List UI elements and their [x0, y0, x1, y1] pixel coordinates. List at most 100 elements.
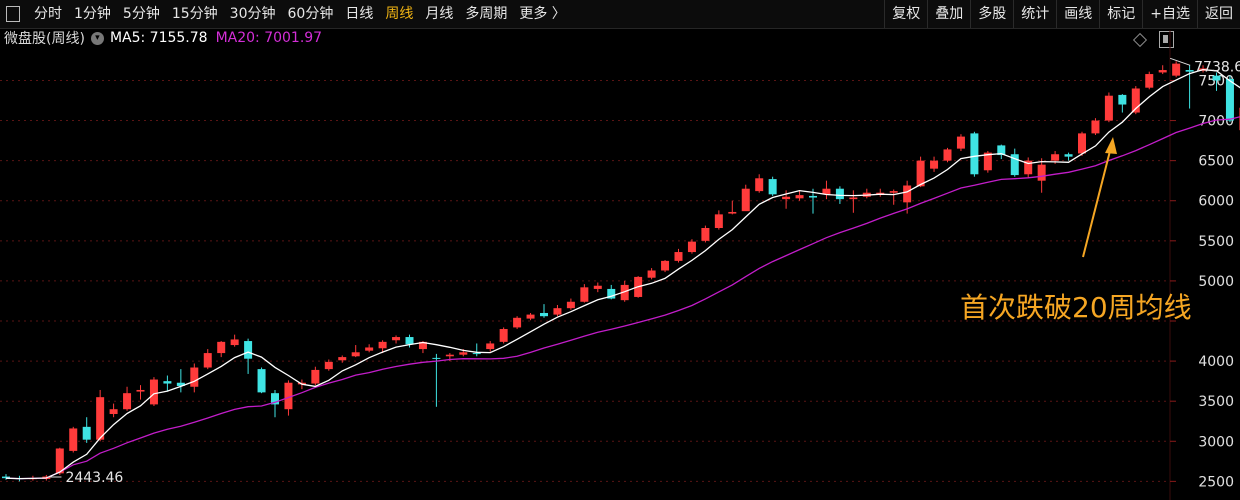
low-label: 2443.46: [65, 470, 123, 486]
candle: [351, 345, 360, 358]
candle-body: [1131, 88, 1140, 113]
candle-body: [136, 389, 145, 392]
draw-line-button[interactable]: 画线: [1056, 0, 1099, 28]
y-tick-label: 5000: [1198, 274, 1234, 290]
candle-body: [526, 314, 535, 319]
candle: [1185, 65, 1194, 109]
multi-stock-button[interactable]: 多股: [970, 0, 1013, 28]
tab-60min[interactable]: 60分钟: [287, 6, 334, 22]
action-buttons: 复权 叠加 多股 统计 画线 标记 +自选 返回: [884, 0, 1240, 28]
candle-body: [96, 397, 105, 440]
candle: [217, 341, 226, 358]
candle-body: [1037, 164, 1046, 181]
back-button[interactable]: 返回: [1197, 0, 1240, 28]
ma20-line: [5, 116, 1240, 480]
candle: [553, 304, 562, 317]
candle-body: [351, 352, 360, 357]
candle-body: [822, 188, 831, 195]
candle-body: [338, 357, 347, 361]
candle-body: [109, 409, 118, 415]
candle-body: [755, 178, 764, 192]
statistics-button[interactable]: 统计: [1013, 0, 1056, 28]
candle: [338, 355, 347, 363]
candle-body: [499, 329, 508, 342]
candle-body: [1024, 160, 1033, 175]
tab-monthly[interactable]: 月线: [425, 6, 454, 22]
candle-body: [324, 361, 333, 370]
candle: [1212, 72, 1221, 91]
candle: [1037, 158, 1046, 193]
grid-lines: [0, 30, 1171, 500]
y-tick-label: 4000: [1198, 354, 1234, 370]
candle-body: [835, 188, 844, 200]
high-low-marks: 7738.61 2443.46: [47, 57, 1240, 486]
tab-1min[interactable]: 1分钟: [74, 6, 111, 22]
candle: [1064, 152, 1073, 161]
tab-more[interactable]: 更多 〉: [519, 6, 566, 22]
y-tick-label: 3000: [1198, 434, 1234, 450]
candle-body: [930, 160, 939, 169]
indicator-legend: 微盘股(周线) ▾ MA5: 7155.78 MA20: 7001.97: [0, 28, 322, 48]
mark-button[interactable]: 标记: [1099, 0, 1142, 28]
candle-body: [82, 426, 91, 440]
candle-body: [728, 211, 737, 214]
candle-body: [997, 145, 1006, 156]
candle: [486, 341, 495, 352]
candle-body: [190, 367, 199, 387]
candle-body: [149, 379, 158, 405]
tab-multi-period[interactable]: 多周期: [465, 6, 508, 22]
ma20-value: MA20: 7001.97: [215, 30, 323, 46]
candle: [930, 156, 939, 172]
candle-body: [1064, 154, 1073, 157]
candle-body: [365, 347, 374, 351]
candle-body: [553, 308, 562, 315]
panel-toggle-icon[interactable]: [6, 6, 20, 22]
candle-body: [795, 195, 804, 199]
candle: [1131, 86, 1140, 115]
candle: [956, 134, 965, 152]
add-watchlist-button[interactable]: +自选: [1142, 0, 1197, 28]
ma5-value: MA5: 7155.78: [109, 30, 208, 46]
tab-30min[interactable]: 30分钟: [229, 6, 276, 22]
tab-15min[interactable]: 15分钟: [171, 6, 218, 22]
candle-body: [2, 476, 10, 479]
dropdown-icon[interactable]: ▾: [90, 31, 104, 45]
candle-body: [1078, 133, 1086, 154]
candle-body: [1091, 120, 1100, 134]
candle: [109, 403, 118, 418]
candle: [903, 180, 912, 214]
candle-body: [701, 228, 710, 241]
candle: [203, 349, 212, 370]
window-toggle-icon[interactable]: [1159, 31, 1174, 48]
candle-body: [1118, 94, 1127, 105]
high-label: 7738.61: [1194, 59, 1240, 75]
candle: [499, 327, 508, 344]
tab-daily[interactable]: 日线: [345, 6, 374, 22]
candle-body: [311, 369, 320, 384]
candle-body: [1145, 74, 1154, 88]
tab-intraday[interactable]: 分时: [34, 6, 62, 22]
candle-body: [1212, 75, 1221, 81]
candle-body: [459, 352, 468, 355]
tab-5min[interactable]: 5分钟: [122, 6, 160, 22]
tab-weekly[interactable]: 周线: [385, 6, 414, 22]
candle-body: [1104, 95, 1113, 121]
candle-body: [849, 197, 858, 200]
candle-body: [876, 192, 885, 195]
candle-body: [486, 343, 495, 350]
y-tick-label: 3500: [1198, 394, 1234, 410]
toolbar: 分时 1分钟 5分钟 15分钟 30分钟 60分钟 日线 周线 月线 多周期 更…: [0, 0, 1240, 29]
overlay-button[interactable]: 叠加: [927, 0, 970, 28]
candle: [244, 338, 253, 374]
candle-body: [1172, 63, 1181, 76]
adjust-button[interactable]: 复权: [884, 0, 927, 28]
candle: [1010, 148, 1019, 177]
candle: [876, 188, 885, 197]
candle: [324, 359, 333, 371]
candle-body: [217, 341, 226, 354]
candle-body: [714, 214, 723, 228]
candle: [943, 147, 952, 163]
candle: [176, 369, 185, 393]
candle-body: [176, 382, 185, 386]
